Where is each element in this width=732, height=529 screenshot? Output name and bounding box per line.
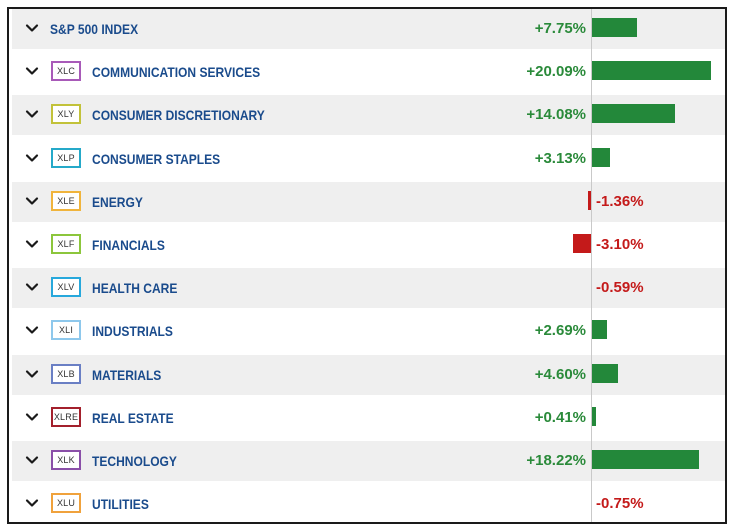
percent-change: -1.36% — [596, 192, 644, 210]
percent-change: -0.75% — [596, 495, 644, 513]
performance-bar — [591, 18, 638, 37]
percent-change: -0.59% — [596, 279, 644, 297]
performance-bar — [591, 363, 619, 383]
sector-row[interactable]: XLY CONSUMER DISCRETIONARY +14.08% — [12, 95, 725, 136]
sector-name-link[interactable]: CONSUMER STAPLES — [92, 150, 221, 167]
percent-change: +20.09% — [526, 63, 586, 81]
index-row[interactable]: S&P 500 INDEX +7.75% — [12, 9, 725, 49]
performance-bar — [572, 234, 591, 253]
sector-name-link[interactable]: TECHNOLOGY — [92, 453, 177, 469]
chevron-down-icon[interactable] — [24, 20, 40, 36]
chevron-down-icon[interactable] — [24, 452, 40, 468]
sector-name-link[interactable]: ENERGY — [92, 193, 143, 210]
sector-row[interactable]: XLV HEALTH CARE -0.59% — [12, 268, 725, 309]
chevron-down-icon[interactable] — [24, 236, 40, 252]
percent-change: +2.69% — [534, 322, 586, 340]
ticker-badge: XLP — [51, 147, 81, 168]
sector-name-link[interactable]: REAL ESTATE — [92, 409, 174, 426]
sector-row[interactable]: XLE ENERGY -1.36% — [12, 181, 725, 222]
performance-bar — [591, 450, 700, 469]
sector-name-link[interactable]: FINANCIALS — [92, 237, 165, 253]
sector-row[interactable]: XLB MATERIALS +4.60% — [12, 354, 725, 395]
chevron-down-icon[interactable] — [24, 193, 40, 209]
sector-row[interactable]: XLF FINANCIALS -3.10% — [12, 225, 725, 265]
ticker-badge: XLRE — [51, 406, 81, 427]
sector-row[interactable]: XLK TECHNOLOGY +18.22% — [12, 441, 725, 481]
sector-row[interactable]: XLI INDUSTRIALS +2.69% — [12, 311, 725, 352]
chevron-down-icon[interactable] — [24, 495, 40, 511]
sector-performance-panel: S&P 500 INDEX +7.75% XLC COMMUNICATION SERV… — [7, 7, 727, 524]
ticker-badge: XLU — [51, 493, 81, 514]
chevron-down-icon[interactable] — [24, 106, 40, 122]
chevron-down-icon[interactable] — [24, 279, 40, 295]
performance-bar — [591, 147, 610, 167]
ticker-badge: XLC — [51, 61, 81, 82]
sector-row[interactable]: XLU UTILITIES -0.75% — [12, 484, 725, 522]
percent-change: +18.22% — [526, 452, 586, 469]
ticker-badge: XLB — [51, 363, 81, 384]
percent-change: +7.75% — [534, 20, 586, 37]
sector-name-link[interactable]: HEALTH CARE — [92, 280, 178, 297]
ticker-badge: XLF — [51, 234, 81, 254]
sector-name-link[interactable]: COMMUNICATION SERVICES — [92, 64, 261, 81]
performance-bar — [588, 190, 591, 210]
performance-bar — [591, 320, 607, 340]
percent-change: +0.41% — [534, 408, 586, 426]
performance-bar — [591, 61, 711, 81]
sector-name-link[interactable]: INDUSTRIALS — [92, 323, 173, 340]
chevron-down-icon[interactable] — [24, 366, 40, 382]
sector-name-link[interactable]: CONSUMER DISCRETIONARY — [92, 107, 265, 124]
percent-change: -3.10% — [596, 236, 644, 253]
sector-name-link[interactable]: UTILITIES — [92, 496, 149, 513]
ticker-badge: XLI — [51, 320, 81, 341]
ticker-badge: XLY — [51, 104, 81, 125]
index-name-link[interactable]: S&P 500 INDEX — [50, 21, 139, 37]
sector-row[interactable]: XLRE REAL ESTATE +0.41% — [12, 397, 725, 438]
ticker-badge: XLE — [51, 190, 81, 211]
sector-name-link[interactable]: MATERIALS — [92, 366, 162, 383]
sector-row[interactable]: XLC COMMUNICATION SERVICES +20.09% — [12, 52, 725, 93]
sector-row[interactable]: XLP CONSUMER STAPLES +3.13% — [12, 138, 725, 179]
chevron-down-icon[interactable] — [24, 63, 40, 79]
percent-change: +14.08% — [526, 106, 586, 124]
percent-change: +4.60% — [534, 365, 586, 383]
performance-bar — [591, 104, 675, 124]
performance-bar — [591, 406, 596, 426]
chevron-down-icon[interactable] — [24, 150, 40, 166]
ticker-badge: XLK — [51, 450, 81, 470]
ticker-badge: XLV — [51, 277, 81, 298]
chevron-down-icon[interactable] — [24, 322, 40, 338]
percent-change: +3.13% — [534, 149, 586, 167]
chevron-down-icon[interactable] — [24, 409, 40, 425]
